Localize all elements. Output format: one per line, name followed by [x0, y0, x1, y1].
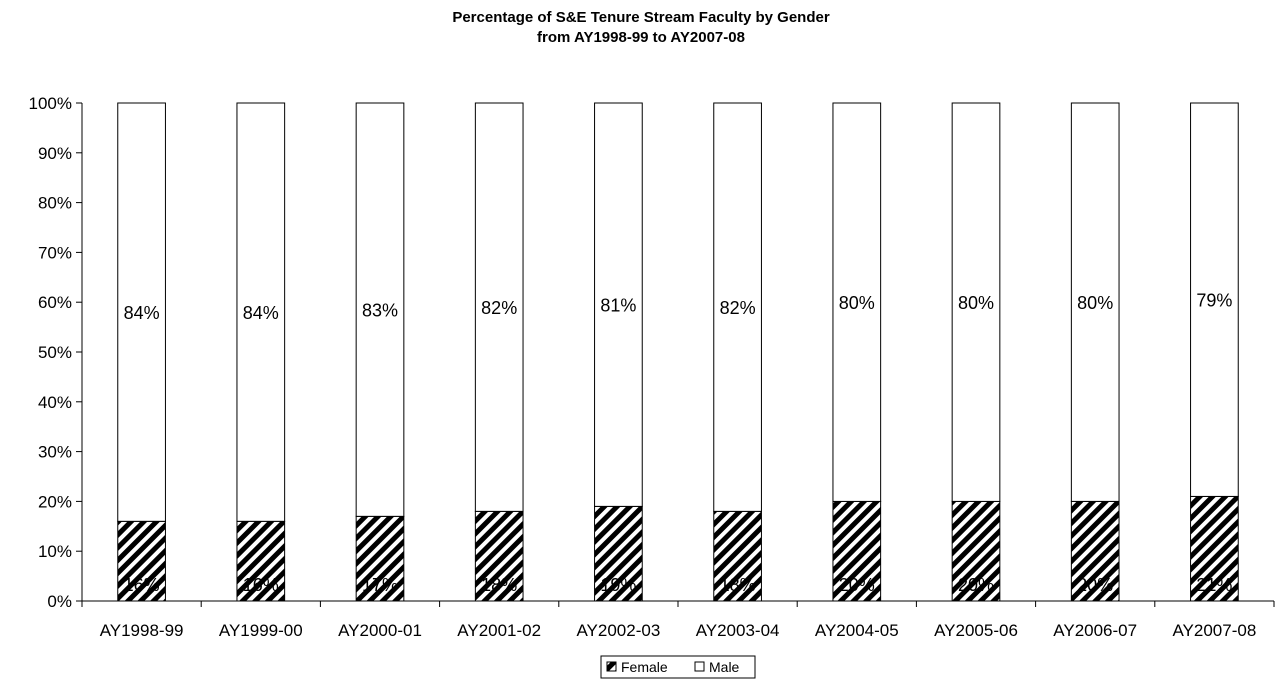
y-tick-label: 90% — [38, 144, 72, 163]
bar-male — [355, 102, 405, 517]
bar-male — [713, 102, 762, 512]
legend: Female Male — [600, 655, 756, 679]
data-label-male: 82% — [720, 298, 756, 318]
x-tick-label: AY2005-06 — [934, 621, 1018, 640]
y-tick-label: 80% — [38, 194, 72, 213]
bar-male — [117, 102, 166, 522]
y-tick-label: 0% — [47, 592, 72, 611]
x-tick-label: AY2007-08 — [1172, 621, 1256, 640]
y-tick-label: 50% — [38, 343, 72, 362]
bar-male — [832, 102, 882, 502]
data-label-male: 84% — [243, 303, 279, 323]
data-label-male: 79% — [1196, 291, 1232, 311]
x-tick-label: AY1999-00 — [219, 621, 303, 640]
data-label-female: 17% — [362, 575, 398, 595]
x-tick-label: AY2003-04 — [696, 621, 780, 640]
bar-female — [1070, 500, 1120, 602]
legend-swatch-male — [694, 661, 705, 672]
data-label-female: 16% — [243, 575, 279, 595]
data-label-female: 20% — [1077, 575, 1113, 595]
y-tick-label: 10% — [38, 542, 72, 561]
data-label-male: 80% — [958, 293, 994, 313]
data-labels: 16% 84% 16% 84% 17% 83% 18% 82% 19% 81% 18% 82% 20% 8… — [124, 291, 1233, 595]
data-label-male: 81% — [600, 296, 636, 316]
data-label-female: 19% — [600, 575, 636, 595]
y-tick-label: 100% — [29, 94, 72, 113]
bar-female — [474, 510, 524, 602]
x-tick-label: AY2002-03 — [576, 621, 660, 640]
bar-female — [1190, 495, 1239, 602]
bar-female — [832, 500, 882, 602]
data-label-female: 16% — [124, 575, 160, 595]
bar-male — [594, 102, 643, 507]
data-label-female: 21% — [1196, 575, 1232, 595]
y-tick-label: 40% — [38, 393, 72, 412]
chart-subtitle: from AY1998-99 to AY2007-08 — [537, 29, 745, 46]
data-label-male: 83% — [362, 301, 398, 321]
legend-label-male: Male — [709, 659, 740, 675]
y-tick-label: 20% — [38, 492, 72, 511]
data-label-male: 80% — [1077, 293, 1113, 313]
x-axis: AY1998-99 AY1999-00 AY2000-01 AY2001-02 AY20… — [81, 600, 1275, 640]
y-tick-label: 30% — [38, 443, 72, 462]
legend-box — [600, 655, 756, 679]
x-tick-label: AY2000-01 — [338, 621, 422, 640]
data-label-male: 82% — [481, 298, 517, 318]
x-tick-label: AY2004-05 — [815, 621, 899, 640]
legend-swatch-female — [606, 661, 617, 672]
bar-female — [594, 505, 643, 602]
legend-label-female: Female — [621, 659, 668, 675]
x-tick-label: AY2001-02 — [457, 621, 541, 640]
bar-male — [951, 102, 1001, 502]
bar-female — [951, 500, 1001, 602]
chart-title: Percentage of S&E Tenure Stream Faculty … — [452, 9, 829, 26]
x-tick-label: AY2006-07 — [1053, 621, 1137, 640]
data-label-female: 18% — [481, 575, 517, 595]
data-label-male: 84% — [124, 303, 160, 323]
bar-female — [355, 515, 405, 602]
data-label-male: 80% — [839, 293, 875, 313]
bar-male — [236, 102, 286, 522]
y-axis: 0% 10% 20% 30% 40% 50% 60% 70% 80% 90% 100% — [29, 94, 83, 611]
y-tick-label: 60% — [38, 293, 72, 312]
x-tick-label: AY1998-99 — [100, 621, 184, 640]
bar-male — [1070, 102, 1120, 502]
bar-male — [1190, 102, 1239, 497]
bar-male — [474, 102, 524, 512]
data-label-female: 20% — [839, 575, 875, 595]
bar-female — [117, 520, 166, 602]
data-label-female: 18% — [720, 575, 756, 595]
bars — [117, 102, 1239, 602]
data-label-female: 20% — [958, 575, 994, 595]
y-tick-label: 70% — [38, 243, 72, 262]
